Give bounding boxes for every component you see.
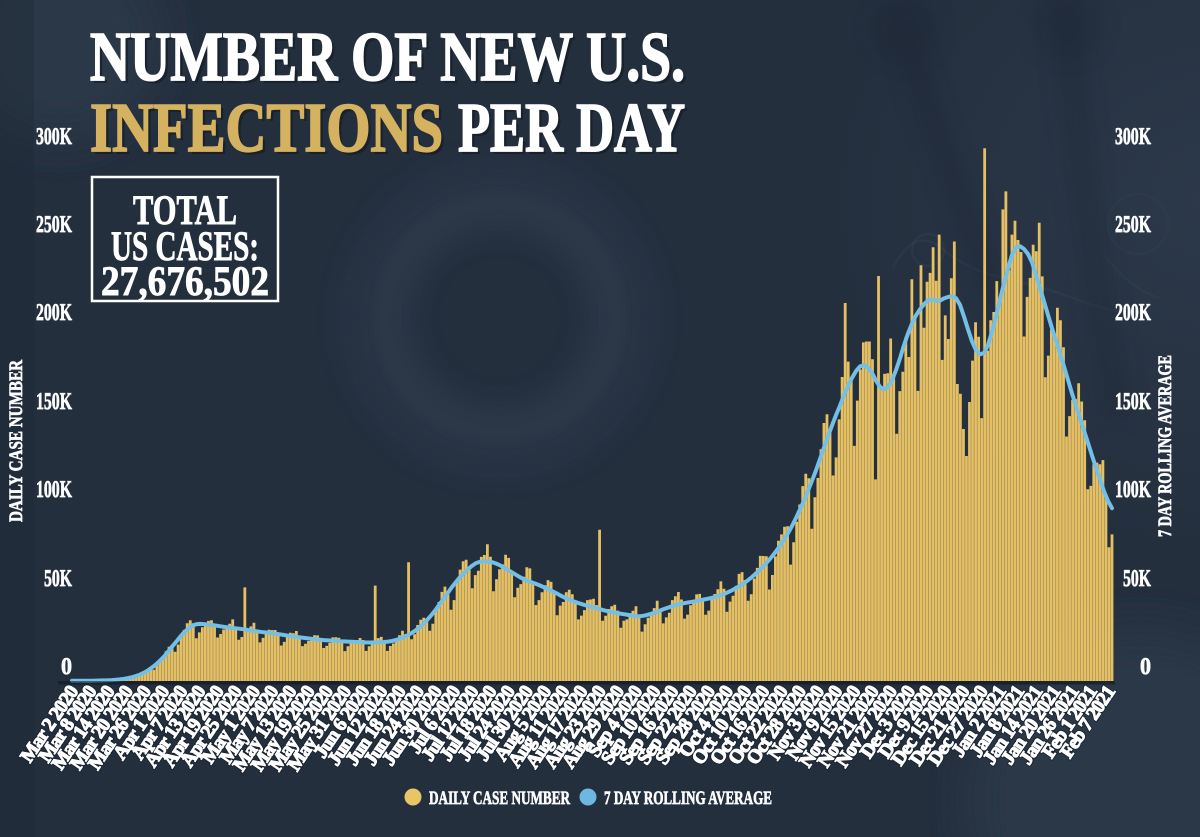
svg-text:27,676,502: 27,676,502 xyxy=(101,259,269,305)
svg-text:100K: 100K xyxy=(36,477,72,503)
svg-text:200K: 200K xyxy=(1115,300,1151,326)
svg-text:300K: 300K xyxy=(36,124,72,150)
svg-text:200K: 200K xyxy=(36,300,72,326)
svg-text:DAILY CASE NUMBER: DAILY CASE NUMBER xyxy=(429,788,570,809)
svg-text:NUMBER OF NEW U.S.: NUMBER OF NEW U.S. xyxy=(90,19,685,96)
svg-text:PER DAY: PER DAY xyxy=(461,93,688,170)
svg-text:150K: 150K xyxy=(1115,389,1151,415)
svg-text:0: 0 xyxy=(61,654,72,680)
svg-text:TOTAL: TOTAL xyxy=(133,188,237,234)
svg-text:DAILY CASE NUMBER: DAILY CASE NUMBER xyxy=(6,360,27,522)
svg-text:7 DAY ROLLING AVERAGE: 7 DAY ROLLING AVERAGE xyxy=(604,788,772,809)
svg-text:PER DAY: PER DAY xyxy=(458,90,685,167)
svg-text:US CASES:: US CASES: xyxy=(111,224,259,270)
svg-text:0: 0 xyxy=(1140,654,1151,680)
svg-text:250K: 250K xyxy=(1115,212,1151,238)
svg-text:NUMBER OF NEW U.S.: NUMBER OF NEW U.S. xyxy=(93,22,688,99)
svg-text:INFECTIONS: INFECTIONS xyxy=(93,93,446,170)
svg-text:INFECTIONS: INFECTIONS xyxy=(90,90,443,167)
svg-text:50K: 50K xyxy=(1123,566,1151,592)
svg-text:300K: 300K xyxy=(1115,124,1151,150)
svg-text:7 DAY ROLLING AVERAGE: 7 DAY ROLLING AVERAGE xyxy=(1155,355,1176,537)
svg-text:250K: 250K xyxy=(36,212,72,238)
svg-text:50K: 50K xyxy=(44,566,72,592)
svg-text:100K: 100K xyxy=(1115,477,1151,503)
svg-text:150K: 150K xyxy=(36,389,72,415)
